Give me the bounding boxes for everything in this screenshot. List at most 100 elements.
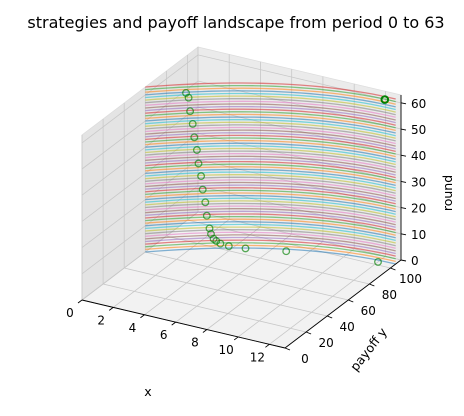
- strategy-point: [198, 185, 207, 194]
- payoff-curve: [145, 242, 396, 260]
- payoff-curve: [145, 121, 396, 139]
- payoff-curve: [145, 139, 396, 158]
- payoff-curve: [145, 221, 396, 239]
- strategy-point: [282, 247, 291, 256]
- payoff-curve: [145, 129, 396, 147]
- payoff-curve: [145, 215, 396, 234]
- y-tick-label: 100: [399, 272, 422, 286]
- payoff-curve: [145, 166, 396, 184]
- z-tick-label: 40: [411, 149, 426, 163]
- payoff-curve: [145, 210, 396, 228]
- strategy-point: [192, 146, 201, 154]
- payoff-curve: [145, 116, 396, 134]
- x-axis-line: [81, 299, 286, 349]
- x-tick: [77, 299, 83, 304]
- payoff-curve: [145, 213, 396, 231]
- x-tick: [233, 336, 239, 341]
- y-tick: [284, 347, 291, 351]
- y-tick: [348, 299, 354, 303]
- z-tick: [400, 259, 407, 262]
- payoff-curve: [145, 103, 396, 121]
- strategy-points: [182, 88, 390, 266]
- payoff-curve: [145, 98, 396, 116]
- x-tick-label: 2: [97, 313, 105, 327]
- payoff-curve: [145, 200, 396, 218]
- x-tick-label: 0: [66, 306, 74, 320]
- strategy-point: [182, 88, 190, 97]
- grid-line-z: [81, 54, 402, 144]
- y-tick: [327, 315, 333, 319]
- z-tick: [400, 154, 407, 157]
- payoff-curve: [145, 189, 396, 208]
- x-tick: [202, 329, 208, 333]
- payoff-curve: [145, 187, 396, 205]
- strategy-point: [201, 198, 210, 207]
- payoff-curve: [145, 184, 396, 202]
- grid-line-z: [81, 80, 402, 170]
- payoff-curve: [145, 236, 396, 255]
- payoff-curve: [145, 113, 396, 132]
- payoff-curve: [145, 218, 396, 236]
- strategy-point: [202, 211, 211, 220]
- payoff-curve: [145, 223, 396, 242]
- payoff-curve: [145, 142, 396, 160]
- z-tick-label: 30: [411, 175, 426, 189]
- payoff-curve: [145, 90, 396, 108]
- payoff-curve: [145, 126, 396, 145]
- payoff-curve: [145, 171, 396, 189]
- x-tick-label: 8: [191, 336, 199, 350]
- y-tick-label: 20: [318, 336, 333, 350]
- payoff-curve: [145, 124, 396, 142]
- payoff-curve: [145, 192, 396, 210]
- y-tick: [305, 331, 312, 335]
- payoff-curve: [145, 202, 396, 221]
- payoff-curve: [145, 105, 396, 124]
- payoff-curve: [145, 168, 396, 187]
- payoff-curve: [145, 84, 396, 103]
- payoff-curve: [145, 174, 396, 192]
- strategy-point: [224, 242, 233, 251]
- payoff-curve: [145, 197, 396, 215]
- strategy-point: [197, 172, 206, 181]
- strategy-point: [190, 133, 199, 142]
- payoff-curve: [145, 176, 396, 194]
- strategy-point: [205, 224, 214, 233]
- payoff-curve: [145, 229, 396, 247]
- payoff-curve: [145, 145, 396, 163]
- x-tick: [140, 314, 145, 319]
- z-tick: [400, 180, 407, 183]
- z-tick-label: 60: [411, 97, 426, 111]
- x-tick-label: 4: [129, 321, 137, 335]
- y-tick: [390, 267, 396, 271]
- payoff-curve: [145, 179, 396, 197]
- x-tick: [171, 321, 176, 326]
- strategy-point: [241, 244, 250, 253]
- z-tick-label: 0: [411, 254, 419, 268]
- payoff-curve: [145, 205, 396, 223]
- payoff-curve: [145, 100, 396, 118]
- z-tick-label: 10: [411, 228, 426, 242]
- payoff-curve: [145, 244, 396, 263]
- strategy-point: [374, 257, 382, 266]
- payoff-curve: [145, 82, 396, 100]
- x-tick: [265, 343, 270, 348]
- payoff-curve: [145, 158, 396, 176]
- payoff-curve: [145, 239, 396, 257]
- x-tick-label: 6: [160, 328, 168, 342]
- y-tick-label: 60: [361, 304, 376, 318]
- y-tick: [369, 283, 375, 287]
- z-tick: [400, 233, 407, 236]
- payoff-curve: [145, 95, 396, 113]
- z-axis-label: round: [440, 175, 455, 211]
- payoff-curve: [145, 194, 396, 213]
- payoff-curve: [145, 234, 396, 252]
- y-tick-label: 0: [301, 352, 309, 366]
- payoff-curve: [145, 87, 396, 105]
- payoff-curves: [145, 82, 396, 265]
- payoff-curve: [145, 92, 396, 111]
- y-tick-label: 80: [382, 288, 397, 302]
- payoff-curve: [145, 181, 396, 200]
- z-tick-label: 20: [411, 202, 426, 216]
- payoff-curve: [145, 160, 396, 179]
